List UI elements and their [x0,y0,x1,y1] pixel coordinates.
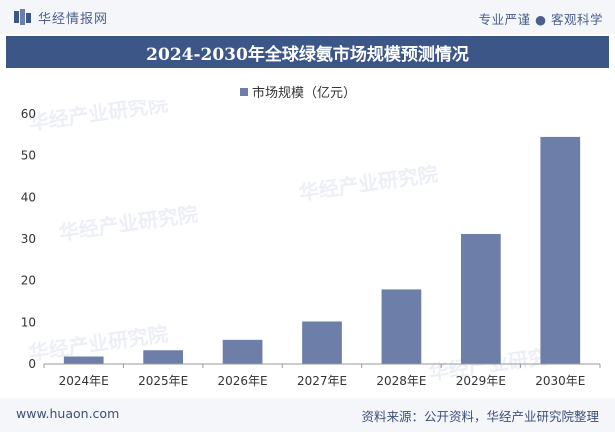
bar [381,289,422,364]
x-axis: 2024年E 2025年E 2026年E 2027年E 2028年E 2029年E 2030… [43,363,601,388]
svg-text:华经产业研究院: 华经产业研究院 [297,162,439,205]
x-tick-label: 2024年E [59,374,109,388]
y-tick-label: 0 [28,357,36,371]
bar [222,339,263,364]
tagline: 专业严谨 ● 客观科学 [478,12,603,27]
bar [143,350,183,364]
y-tick-label: 20 [21,274,36,288]
brand-name: 华经情报网 [38,11,109,27]
legend-swatch [240,87,248,96]
x-tick-label: 2027年E [297,374,347,388]
svg-text:华经产业研究院: 华经产业研究院 [57,202,199,245]
bar [63,356,104,364]
bar-chart: 华经产业研究院 华经产业研究院 华经产业研究院 华经产业研究院 华经产业研究院 … [21,100,601,388]
top-bar: 华经情报网 专业严谨 ● 客观科学 [0,0,615,34]
x-tick-label: 2029年E [456,374,506,388]
y-tick-label: 10 [21,315,36,329]
y-axis: 0 10 20 30 40 50 60 [21,107,36,371]
title-bar: 2024-2030年全球绿氨市场规模预测情况 [6,36,609,68]
x-tick-label: 2028年E [376,374,426,388]
x-tick-label: 2025年E [138,374,188,388]
website-link[interactable]: www.huaon.com [16,406,120,421]
source-note: 资料来源：公开资料，华经产业研究院整理 [361,409,599,424]
y-tick-label: 30 [21,232,36,246]
bar [461,234,501,364]
y-tick-label: 60 [21,107,36,121]
huajing-logo-icon [14,9,31,25]
y-tick-label: 50 [21,149,36,163]
x-tick-label: 2030年E [535,374,585,388]
footer: www.huaon.com 资料来源：公开资料，华经产业研究院整理 [0,398,615,432]
bar [302,321,342,364]
bars [63,136,581,364]
y-tick-label: 40 [21,190,36,204]
x-tick-label: 2026年E [218,374,268,388]
chart-title: 2024-2030年全球绿氨市场规模预测情况 [146,44,469,65]
legend-label: 市场规模（亿元） [252,86,357,101]
svg-text:华经产业研究院: 华经产业研究院 [27,100,169,135]
bar [540,136,581,364]
legend: 市场规模（亿元） [240,82,356,101]
brand: 华经情报网 [14,9,109,27]
